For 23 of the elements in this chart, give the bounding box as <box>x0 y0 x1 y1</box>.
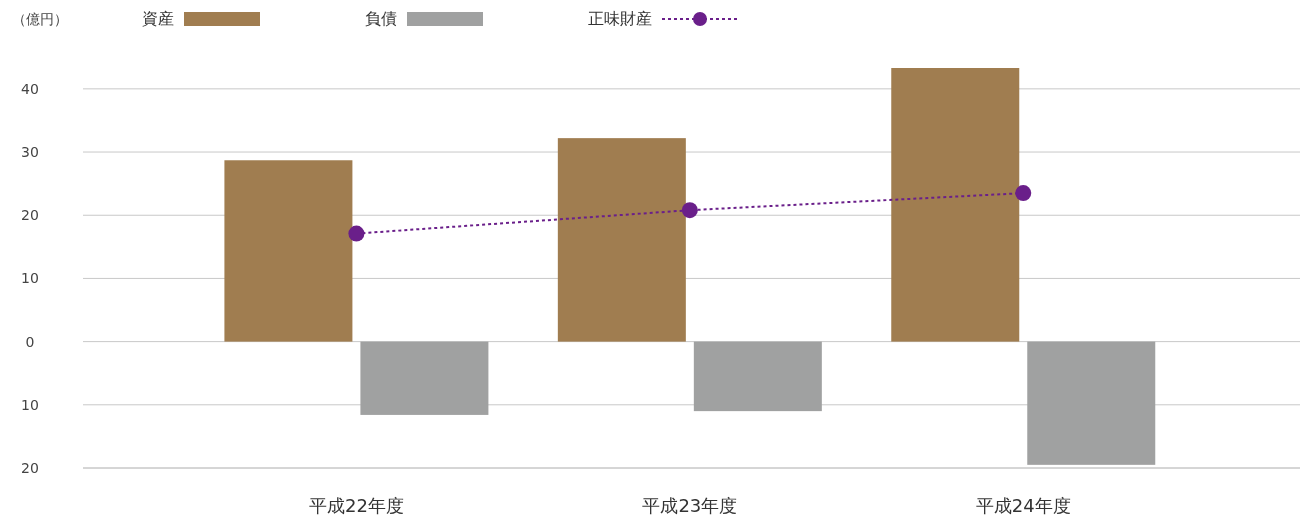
bar <box>360 341 489 415</box>
y-tick-label: 10 <box>21 396 39 413</box>
x-tick-label: 平成24年度 <box>975 495 1071 516</box>
bar <box>224 160 353 342</box>
y-tick-label: 30 <box>21 144 39 161</box>
y-tick-label: 20 <box>21 207 39 224</box>
point <box>348 225 365 242</box>
bar <box>693 341 822 412</box>
y-tick-label: 10 <box>21 270 39 287</box>
y-tick-label: 20 <box>21 460 39 476</box>
bar <box>891 68 1020 342</box>
x-tick-label: 平成22年度 <box>308 495 404 516</box>
y-tick-label: 0 <box>25 333 35 350</box>
legend-label: 負債 <box>365 9 397 28</box>
legend-label: 資産 <box>142 9 174 28</box>
bar <box>1027 341 1156 465</box>
x-tick-label: 平成23年度 <box>642 495 738 516</box>
legend-label: 正味財産 <box>588 9 652 28</box>
point <box>1015 185 1032 202</box>
y-axis-title: （億円） <box>12 11 68 27</box>
point <box>681 202 698 219</box>
bar <box>557 138 686 342</box>
y-tick-label: 40 <box>21 80 39 97</box>
